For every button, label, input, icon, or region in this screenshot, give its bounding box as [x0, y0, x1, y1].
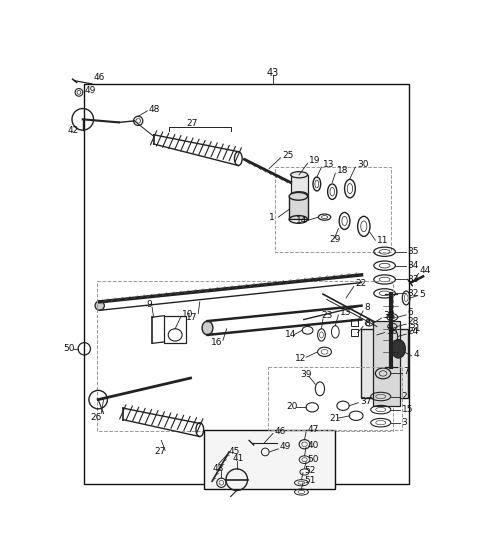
Text: 49: 49	[280, 442, 291, 451]
Text: 52: 52	[304, 466, 316, 475]
Text: 24: 24	[408, 328, 419, 336]
Text: 47: 47	[308, 425, 319, 434]
Text: 32: 32	[408, 289, 419, 298]
Text: 28: 28	[408, 318, 419, 326]
Text: 29: 29	[329, 235, 340, 244]
Bar	[361, 329, 408, 398]
Text: 2: 2	[402, 392, 407, 401]
Text: 13: 13	[323, 160, 335, 169]
Bar	[96, 281, 393, 431]
Text: 22: 22	[355, 279, 367, 288]
Text: 20: 20	[286, 402, 298, 411]
Text: 19: 19	[309, 156, 321, 165]
Ellipse shape	[291, 172, 308, 178]
Text: 7: 7	[403, 367, 409, 377]
Ellipse shape	[289, 193, 308, 200]
Text: 12: 12	[295, 354, 307, 363]
Ellipse shape	[392, 339, 406, 358]
Text: 6: 6	[408, 308, 413, 317]
Text: 11: 11	[377, 237, 388, 246]
Text: 30: 30	[357, 160, 368, 169]
Text: 46: 46	[94, 73, 105, 82]
Bar	[267, 367, 402, 430]
Text: 4: 4	[413, 350, 419, 359]
Text: 35: 35	[408, 247, 419, 256]
Text: 3: 3	[402, 418, 408, 427]
Ellipse shape	[202, 321, 213, 335]
Text: 48: 48	[212, 464, 224, 473]
Text: 9: 9	[146, 300, 152, 309]
Text: 36: 36	[386, 326, 397, 335]
Text: 27: 27	[154, 448, 166, 456]
Text: 10: 10	[182, 310, 193, 319]
Text: 15: 15	[402, 405, 413, 414]
Text: 44: 44	[420, 266, 431, 275]
Text: 46: 46	[275, 427, 286, 436]
Text: 25: 25	[282, 151, 294, 160]
Bar	[164, 316, 186, 343]
Text: 41: 41	[232, 454, 243, 463]
Text: 17: 17	[186, 312, 197, 322]
Text: 13: 13	[340, 308, 351, 317]
Text: 33: 33	[408, 275, 419, 284]
Bar	[291, 175, 308, 195]
Text: 21: 21	[329, 415, 340, 424]
Text: 39: 39	[300, 370, 312, 379]
Text: 43: 43	[267, 68, 279, 78]
Bar	[204, 430, 336, 489]
Text: 38: 38	[383, 311, 395, 320]
Ellipse shape	[95, 301, 104, 310]
Bar	[373, 321, 400, 406]
Text: 45: 45	[228, 448, 240, 456]
Text: 23: 23	[322, 311, 333, 320]
Text: 26: 26	[90, 413, 102, 422]
Text: 5: 5	[419, 290, 425, 299]
Bar	[351, 319, 358, 326]
Text: 42: 42	[67, 126, 79, 134]
Text: 27: 27	[186, 119, 198, 128]
Text: 14: 14	[296, 217, 307, 225]
Text: 34: 34	[408, 261, 419, 270]
Text: 14: 14	[285, 330, 296, 339]
Bar	[289, 196, 308, 219]
Text: 31: 31	[409, 324, 421, 333]
Bar	[84, 84, 409, 484]
Text: 48: 48	[149, 105, 160, 114]
Bar	[351, 329, 358, 336]
Text: 18: 18	[337, 166, 348, 175]
Text: 51: 51	[304, 476, 316, 485]
Bar	[275, 167, 391, 252]
Text: 49: 49	[84, 86, 96, 95]
Text: 40: 40	[308, 440, 319, 450]
Text: 16: 16	[211, 338, 223, 347]
Text: 37: 37	[360, 397, 372, 406]
Text: 50: 50	[308, 455, 319, 464]
Text: 1: 1	[269, 213, 275, 223]
Text: 8: 8	[365, 304, 371, 312]
Ellipse shape	[291, 192, 308, 198]
Text: 8: 8	[365, 319, 371, 328]
Text: 50: 50	[63, 344, 75, 353]
